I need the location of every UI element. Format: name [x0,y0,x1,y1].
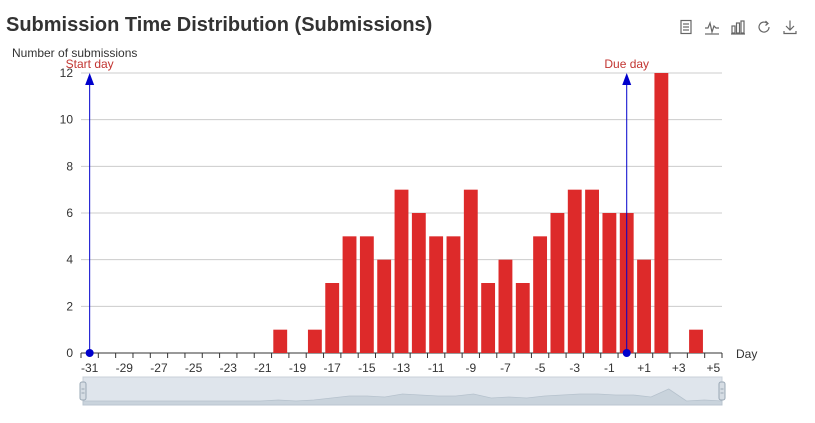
x-tick-label: -25 [185,361,203,375]
x-axis-label: Day [736,347,757,361]
x-tick-label: +5 [706,361,720,375]
restore-icon[interactable] [754,17,774,37]
x-tick-label: -29 [116,361,134,375]
bar[interactable] [342,236,357,353]
bar[interactable] [637,259,651,353]
x-tick-label: -15 [358,361,376,375]
bar[interactable] [585,189,599,353]
save-image-icon[interactable] [780,17,800,37]
bar[interactable] [533,236,548,353]
y-tick-label: 8 [66,159,73,173]
markline-dot [85,349,94,357]
y-tick-label: 2 [66,299,73,313]
data-zoom-slider[interactable] [79,376,726,406]
markline-label: Start day [66,57,114,71]
x-tick-label: -9 [465,361,476,375]
bar-chart-icon[interactable] [728,17,748,37]
x-tick-label: -19 [289,361,307,375]
bar[interactable] [411,213,426,353]
y-tick-label: 6 [66,206,73,220]
x-tick-label: -5 [535,361,546,375]
bar[interactable] [654,73,669,353]
x-tick-label: -1 [604,361,615,375]
bar[interactable] [429,236,444,353]
bar[interactable] [359,236,374,353]
x-tick-label: -7 [500,361,511,375]
x-tick-label: -11 [428,361,445,375]
marklines: Start day Due day [66,57,649,357]
bar[interactable] [567,189,582,353]
bar[interactable] [394,189,409,353]
bar[interactable] [550,213,565,353]
y-axis-label: Number of submissions [12,46,137,60]
x-tick-label: -3 [569,361,580,375]
x-tick-label: -31 [81,361,99,375]
x-tick-label: -17 [324,361,342,375]
x-tick-label: -27 [150,361,168,375]
y-tick-label: 0 [66,346,73,360]
zoom-preview-area [82,388,723,406]
markline-dot [622,349,631,357]
data-view-icon[interactable] [676,17,696,37]
bar[interactable] [463,189,478,353]
markline-arrow [85,73,95,85]
markline-label: Due day [604,57,649,71]
bar[interactable] [325,283,340,353]
x-tick-label: -13 [393,361,411,375]
toolbox [676,17,800,37]
y-tick-label: 12 [60,66,74,80]
markline-arrow [622,73,632,85]
x-tick-label: +3 [672,361,686,375]
bar[interactable] [689,329,703,353]
bar[interactable] [446,236,461,353]
bar[interactable] [602,213,617,353]
bar[interactable] [307,329,322,353]
chart-title: Submission Time Distribution (Submission… [6,14,433,36]
y-tick-label: 4 [66,253,73,267]
bar[interactable] [498,259,513,353]
bar[interactable] [377,259,392,353]
x-tick-label: +1 [637,361,651,375]
bars [273,73,703,353]
line-chart-icon[interactable] [702,17,722,37]
zoom-handle-left[interactable] [79,381,87,401]
y-tick-label: 10 [60,113,74,127]
bar[interactable] [515,283,530,353]
bar[interactable] [273,329,288,353]
x-tick-label: -21 [254,361,272,375]
bar[interactable] [481,283,496,353]
zoom-handle-right[interactable] [718,381,726,401]
x-tick-label: -23 [220,361,238,375]
